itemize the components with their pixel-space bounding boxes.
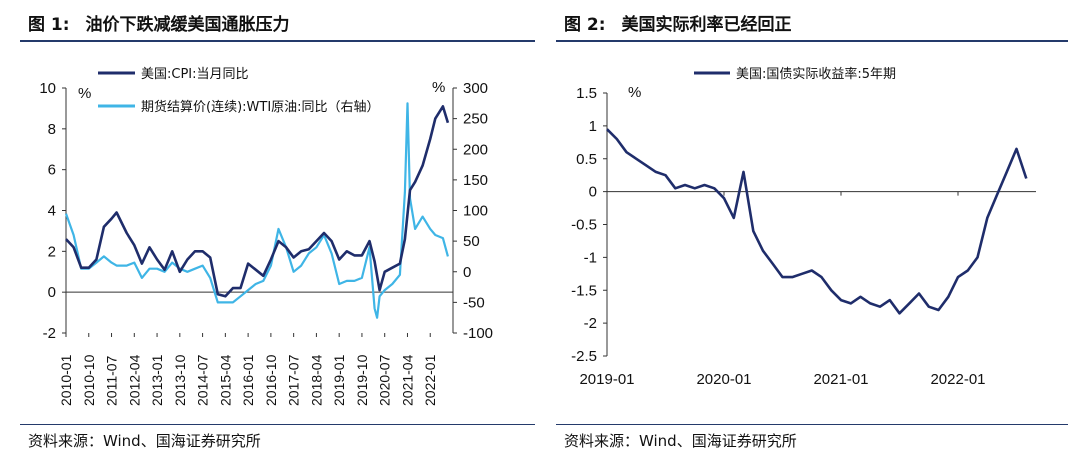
x-tick-label: 2015-04 <box>217 354 233 406</box>
y-tick-label: -1.5 <box>571 282 597 299</box>
x-tick-label: 2010-10 <box>81 354 97 406</box>
left-figure-number: 图 1: <box>28 15 70 35</box>
x-tick-label: 2021-04 <box>399 354 415 406</box>
right-axis-unit: % <box>432 79 445 96</box>
real-rate-chart: 1.5 1 0.5 0 -0.5 -1 -1.5 -2 -2.5% 2019-01 2020-01 2… <box>571 66 1036 388</box>
y-tick-label-right: 100 <box>463 203 488 220</box>
right-panel-title: 图 2: 美国实际利率已经回正 <box>564 10 791 35</box>
x-tick-label: 2013-01 <box>149 354 165 406</box>
y-tick-label: 1.5 <box>576 85 597 102</box>
x-tick-label: 2022-01 <box>422 354 438 406</box>
x-tick-label: 2019-10 <box>354 354 370 406</box>
y-tick-label: 0 <box>589 184 597 201</box>
y-tick-label-right: 0 <box>463 264 471 281</box>
legend-label-real-rate: 美国:国债实际收益率:5年期 <box>736 66 896 82</box>
legend-label-wti: 期货结算价(连续):WTI原油:同比（右轴） <box>141 99 380 115</box>
right-top-rule <box>556 40 1068 42</box>
y-tick-label-left: 8 <box>48 121 56 138</box>
y-tick-label-left: 10 <box>39 80 56 97</box>
y-tick-label: 0.5 <box>576 151 597 168</box>
x-tick-label: 2020-01 <box>696 371 751 388</box>
right-bottom-rule <box>556 424 1068 425</box>
y-tick-label-left: 2 <box>48 243 56 260</box>
x-tick-label: 2016-10 <box>263 354 279 406</box>
x-tick-label: 2018-04 <box>308 354 324 406</box>
x-tick-label: 2011-07 <box>104 355 120 406</box>
x-tick-label: 2014-07 <box>195 354 211 406</box>
right-figure-title: 美国实际利率已经回正 <box>621 15 792 35</box>
y-tick-label-right: 250 <box>463 111 488 128</box>
y-tick-label-left: -2 <box>43 325 56 342</box>
right-source-note: 资料来源：Wind、国海证券研究所 <box>564 432 797 450</box>
left-top-rule <box>20 40 535 42</box>
y-tick-label-right: 200 <box>463 141 488 158</box>
y-tick-label: -0.5 <box>571 217 597 234</box>
y-tick-label-right: -100 <box>463 325 493 342</box>
y-tick-label: 1 <box>589 118 597 135</box>
y-axis-unit: % <box>628 84 641 101</box>
x-tick-label: 2020-07 <box>377 354 393 406</box>
right-figure-number: 图 2: <box>564 15 606 35</box>
y-tick-label-left: 4 <box>48 203 56 220</box>
y-tick-label-right: 300 <box>463 80 488 97</box>
left-panel-title: 图 1: 油价下跌减缓美国通胀压力 <box>28 10 289 35</box>
x-tick-label: 2012-04 <box>126 354 142 406</box>
y-tick-label: -2 <box>584 315 597 332</box>
x-tick-label: 2019-01 <box>579 371 634 388</box>
x-tick-label: 2017-07 <box>286 354 302 406</box>
left-source-note: 资料来源：Wind、国海证券研究所 <box>28 432 261 450</box>
real-rate-series-line <box>606 128 1028 315</box>
y-tick-label-right: -50 <box>463 294 485 311</box>
x-tick-label: 2010-01 <box>58 354 74 406</box>
y-tick-label-right: 50 <box>463 233 480 250</box>
y-tick-label: -2.5 <box>571 348 597 365</box>
legend-label-cpi: 美国:CPI:当月同比 <box>141 67 249 82</box>
cpi-series-line <box>65 105 450 298</box>
left-figure-title: 油价下跌减缓美国通胀压力 <box>85 15 290 35</box>
y-tick-label: -1 <box>584 249 597 266</box>
x-tick-label: 2013-10 <box>172 354 188 406</box>
y-tick-label-right: 150 <box>463 172 488 189</box>
cpi-wti-chart: 10 8 6 4 2 0 -2 300 250 200 150 100 50 0 -50 -100% % 2010… <box>39 67 493 406</box>
left-axis-unit: % <box>78 85 91 102</box>
y-tick-label-left: 0 <box>48 284 56 301</box>
x-tick-label: 2021-01 <box>813 371 868 388</box>
x-tick-label: 2022-01 <box>930 371 985 388</box>
x-tick-label: 2016-01 <box>240 354 256 406</box>
y-tick-label-left: 6 <box>48 162 56 179</box>
left-bottom-rule <box>20 424 535 425</box>
x-tick-label: 2019-01 <box>331 354 347 406</box>
